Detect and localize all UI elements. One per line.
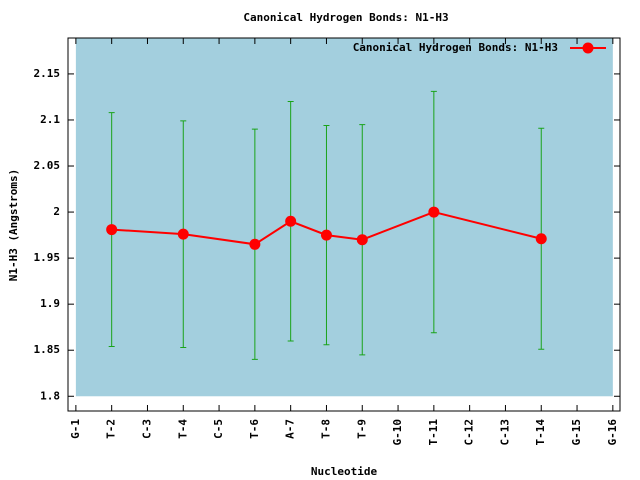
x-tick-label: G-1 xyxy=(69,419,82,439)
series-line xyxy=(111,211,542,246)
plot-frame xyxy=(67,37,621,412)
data-point xyxy=(285,215,297,227)
x-tick-label: T-9 xyxy=(355,419,368,439)
data-point xyxy=(320,229,332,241)
data-point xyxy=(249,238,261,250)
x-tick-label: T-2 xyxy=(105,419,118,439)
data-point xyxy=(356,234,368,246)
x-tick-label: T-6 xyxy=(248,419,261,439)
y-axis-label: N1-H3 (Angstroms) xyxy=(7,169,20,282)
x-axis-label: Nucleotide xyxy=(311,465,378,478)
y-tick-label: 1.8 xyxy=(40,389,60,402)
x-tick-label: G-10 xyxy=(391,419,404,446)
x-tick-label: T-14 xyxy=(534,419,547,446)
y-tick-label: 1.85 xyxy=(34,343,61,356)
legend-label: Canonical Hydrogen Bonds: N1-H3 xyxy=(353,41,558,54)
chart-title: Canonical Hydrogen Bonds: N1-H3 xyxy=(243,11,448,24)
x-tick-label: C-12 xyxy=(463,419,476,446)
plot-background xyxy=(75,38,613,397)
x-tick-label: T-4 xyxy=(176,419,189,439)
y-tick-label: 2.1 xyxy=(40,113,60,126)
data-point xyxy=(177,228,189,240)
y-tick-label: 1.9 xyxy=(40,297,60,310)
x-tick-label: G-15 xyxy=(570,419,583,446)
data-point xyxy=(428,206,440,218)
x-tick-label: T-11 xyxy=(427,419,440,446)
x-tick-label: G-16 xyxy=(606,419,619,446)
y-tick-label: 2 xyxy=(53,205,60,218)
y-tick-label: 1.95 xyxy=(34,251,61,264)
y-tick-label: 2.05 xyxy=(34,159,61,172)
x-tick-label: C-13 xyxy=(498,419,511,446)
data-point xyxy=(535,233,547,245)
x-tick-label: C-5 xyxy=(212,419,225,439)
x-tick-label: T-8 xyxy=(319,419,332,439)
x-tick-label: A-7 xyxy=(284,419,297,439)
x-tick-label: C-3 xyxy=(140,419,153,439)
y-tick-label: 2.15 xyxy=(34,67,61,80)
data-point xyxy=(106,224,118,236)
legend-marker xyxy=(582,42,594,54)
